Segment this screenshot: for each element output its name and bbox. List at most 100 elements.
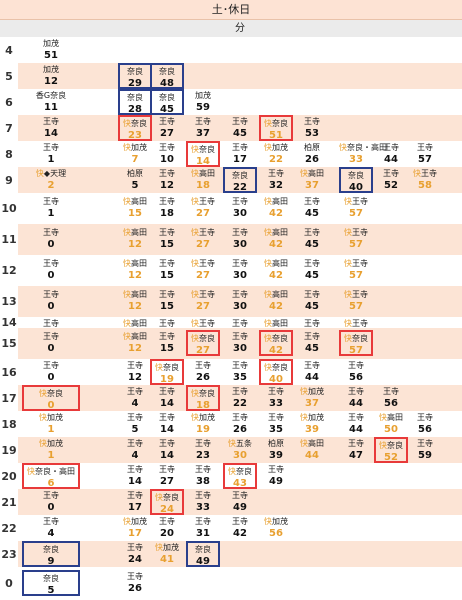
- departure-cell[interactable]: 王寺 35: [259, 411, 293, 437]
- departure-cell[interactable]: 王寺 57: [408, 141, 442, 167]
- departure-cell[interactable]: 王寺 12: [118, 359, 152, 385]
- departure-cell[interactable]: 快王寺 27: [186, 226, 220, 252]
- departure-cell[interactable]: 王寺 15: [150, 257, 184, 283]
- departure-cell[interactable]: 王寺 10: [150, 141, 184, 167]
- departure-cell[interactable]: 王寺 20: [150, 515, 184, 541]
- departure-cell[interactable]: 王寺 22: [223, 385, 257, 411]
- departure-cell[interactable]: 奈良 45: [150, 89, 184, 115]
- departure-cell[interactable]: 王寺 33: [259, 385, 293, 411]
- departure-cell[interactable]: 快奈良 40: [259, 359, 293, 385]
- departure-cell[interactable]: 王寺 44: [374, 141, 408, 167]
- departure-cell[interactable]: 王寺 45: [295, 288, 329, 314]
- departure-cell[interactable]: 王寺 12: [150, 167, 184, 193]
- departure-cell[interactable]: 快加茂 1: [22, 411, 80, 437]
- departure-cell[interactable]: 快◆天理 2: [22, 167, 80, 193]
- departure-cell[interactable]: 快高田 42: [259, 226, 293, 252]
- departure-cell[interactable]: 奈良 5: [22, 570, 80, 596]
- departure-cell[interactable]: 王寺 0: [22, 489, 80, 515]
- departure-cell[interactable]: 快奈良 51: [259, 115, 293, 141]
- departure-cell[interactable]: 王寺 56: [374, 385, 408, 411]
- departure-cell[interactable]: 快高田 12: [118, 226, 152, 252]
- departure-cell[interactable]: 王寺 44: [295, 359, 329, 385]
- departure-cell[interactable]: 快王寺 57: [339, 226, 373, 252]
- departure-cell[interactable]: 快王寺 27: [186, 288, 220, 314]
- departure-cell[interactable]: 快高田 42: [259, 257, 293, 283]
- departure-cell[interactable]: 王寺 33: [186, 489, 220, 515]
- departure-cell[interactable]: 香G奈良 11: [22, 89, 80, 115]
- departure-cell[interactable]: 快加茂 39: [295, 411, 329, 437]
- departure-cell[interactable]: 快高田 37: [295, 167, 329, 193]
- departure-cell[interactable]: 王寺 14: [22, 115, 80, 141]
- departure-cell[interactable]: 加茂 12: [22, 63, 80, 89]
- departure-cell[interactable]: 快王寺 58: [408, 167, 442, 193]
- departure-cell[interactable]: 王寺 14: [118, 463, 152, 489]
- departure-cell[interactable]: 快奈良・高田 6: [22, 463, 80, 489]
- departure-cell[interactable]: 快奈良 14: [186, 141, 220, 167]
- departure-cell[interactable]: 王寺 30: [223, 195, 257, 221]
- departure-cell[interactable]: 加茂 51: [22, 37, 80, 63]
- departure-cell[interactable]: 王寺 0: [22, 288, 80, 314]
- departure-cell[interactable]: 王寺 23: [186, 437, 220, 463]
- departure-cell[interactable]: 王寺 4: [118, 385, 152, 411]
- departure-cell[interactable]: 王寺 17: [118, 489, 152, 515]
- departure-cell[interactable]: 王寺 49: [259, 463, 293, 489]
- departure-cell[interactable]: 奈良 40: [339, 167, 373, 193]
- departure-cell[interactable]: 王寺 14: [150, 437, 184, 463]
- departure-cell[interactable]: 快高田 44: [295, 437, 329, 463]
- departure-cell[interactable]: 王寺 0: [22, 257, 80, 283]
- departure-cell[interactable]: 奈良 29: [118, 63, 152, 89]
- departure-cell[interactable]: 快奈良 43: [223, 463, 257, 489]
- departure-cell[interactable]: 王寺 59: [408, 437, 442, 463]
- departure-cell[interactable]: 快奈良 18: [186, 385, 220, 411]
- departure-cell[interactable]: 王寺 56: [339, 359, 373, 385]
- departure-cell[interactable]: 快加茂 56: [259, 515, 293, 541]
- departure-cell[interactable]: 王寺 5: [118, 411, 152, 437]
- departure-cell[interactable]: 王寺 26: [186, 359, 220, 385]
- departure-cell[interactable]: 奈良 48: [150, 63, 184, 89]
- departure-cell[interactable]: 加茂 59: [186, 89, 220, 115]
- departure-cell[interactable]: 王寺 24: [118, 541, 152, 567]
- departure-cell[interactable]: 奈良 49: [186, 541, 220, 567]
- departure-cell[interactable]: 王寺 15: [150, 330, 184, 356]
- departure-cell[interactable]: 王寺 45: [223, 115, 257, 141]
- departure-cell[interactable]: 快加茂 41: [150, 541, 184, 567]
- departure-cell[interactable]: 快加茂 7: [118, 141, 152, 167]
- departure-cell[interactable]: 快高田 18: [186, 167, 220, 193]
- departure-cell[interactable]: 王寺 47: [339, 437, 373, 463]
- departure-cell[interactable]: 快高田 12: [118, 330, 152, 356]
- departure-cell[interactable]: 王寺 14: [150, 385, 184, 411]
- departure-cell[interactable]: 快王寺 27: [186, 195, 220, 221]
- departure-cell[interactable]: 快高田 50: [374, 411, 408, 437]
- departure-cell[interactable]: 快加茂 22: [259, 141, 293, 167]
- departure-cell[interactable]: 快奈良 42: [259, 330, 293, 356]
- departure-cell[interactable]: 王寺 30: [223, 257, 257, 283]
- departure-cell[interactable]: 王寺 1: [22, 195, 80, 221]
- departure-cell[interactable]: 奈良 22: [223, 167, 257, 193]
- departure-cell[interactable]: 快王寺 27: [186, 257, 220, 283]
- departure-cell[interactable]: 快高田 15: [118, 195, 152, 221]
- departure-cell[interactable]: 王寺 18: [150, 195, 184, 221]
- departure-cell[interactable]: 快奈良・高田 33: [339, 141, 387, 167]
- departure-cell[interactable]: 王寺 44: [339, 385, 373, 411]
- departure-cell[interactable]: 王寺 38: [186, 463, 220, 489]
- departure-cell[interactable]: 柏原 39: [259, 437, 293, 463]
- departure-cell[interactable]: 奈良 9: [22, 541, 80, 567]
- departure-cell[interactable]: 快奈良 0: [22, 385, 80, 411]
- departure-cell[interactable]: 快高田 42: [259, 195, 293, 221]
- departure-cell[interactable]: 快加茂 1: [22, 437, 80, 463]
- departure-cell[interactable]: 王寺 1: [22, 141, 80, 167]
- departure-cell[interactable]: 王寺 45: [295, 257, 329, 283]
- departure-cell[interactable]: 快高田 12: [118, 257, 152, 283]
- departure-cell[interactable]: 快高田 12: [118, 288, 152, 314]
- departure-cell[interactable]: 王寺 37: [186, 115, 220, 141]
- departure-cell[interactable]: 王寺 30: [223, 330, 257, 356]
- departure-cell[interactable]: 王寺 45: [295, 330, 329, 356]
- departure-cell[interactable]: 快王寺 57: [339, 288, 373, 314]
- departure-cell[interactable]: 王寺 49: [223, 489, 257, 515]
- departure-cell[interactable]: 快五条 30: [223, 437, 257, 463]
- departure-cell[interactable]: 王寺 0: [22, 359, 80, 385]
- departure-cell[interactable]: 王寺 0: [22, 226, 80, 252]
- departure-cell[interactable]: 王寺 52: [374, 167, 408, 193]
- departure-cell[interactable]: 王寺 14: [150, 411, 184, 437]
- departure-cell[interactable]: 快加茂 19: [186, 411, 220, 437]
